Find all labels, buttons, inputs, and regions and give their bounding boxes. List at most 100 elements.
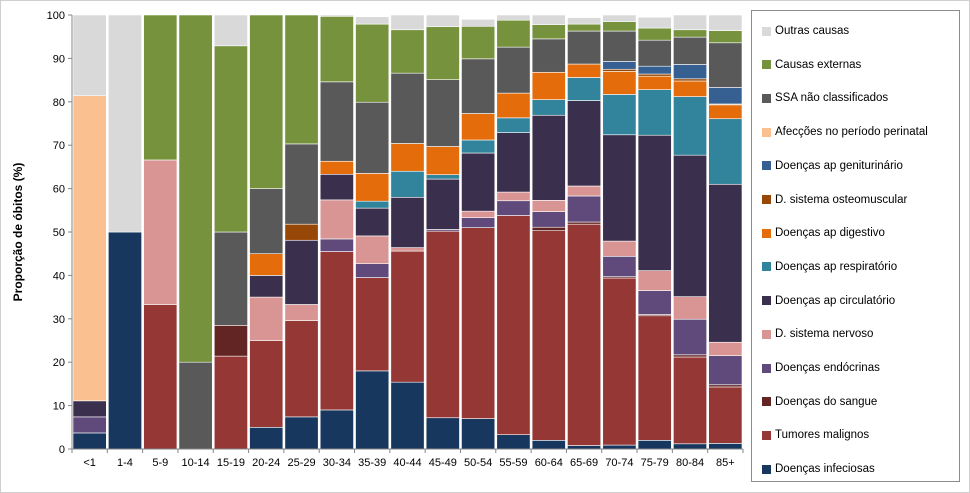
bar-segment (602, 61, 637, 70)
bar-segment (213, 231, 248, 326)
bar-segment (637, 75, 672, 90)
bar-segment (673, 296, 707, 320)
bar-segment (319, 199, 354, 240)
bar-segment (708, 42, 743, 88)
bar-segment (531, 211, 566, 228)
legend-swatch (762, 161, 771, 171)
x-tick-label: 5-9 (152, 457, 168, 469)
x-tick-label: 25-29 (287, 457, 315, 469)
x-tick-label: 15-19 (217, 457, 245, 469)
bar-segment (355, 16, 390, 25)
bar-stack-11 (425, 14, 460, 450)
bar-segment (319, 81, 354, 162)
legend-label: D. sistema nervoso (775, 328, 874, 341)
y-tick-label: 10 (53, 401, 65, 413)
bar-stack-19 (708, 14, 743, 450)
bar-segment (602, 30, 637, 62)
bar-segment (496, 434, 531, 450)
bar-segment (72, 400, 107, 418)
bar-stack-18 (673, 14, 707, 450)
bar-segment (425, 178, 460, 230)
bar-segment (319, 238, 354, 252)
legend-item: Causas externas (762, 57, 861, 73)
bar-segment (249, 275, 284, 298)
bar-segment (673, 356, 707, 445)
y-tick-label: 90 (53, 53, 65, 65)
y-tick-label: 20 (53, 357, 65, 369)
bar-segment (708, 14, 743, 31)
bar-segment (390, 196, 425, 248)
bar-segment (355, 101, 390, 174)
bar-stack-16 (602, 14, 637, 450)
bar-segment (249, 340, 284, 428)
legend-swatch (762, 228, 771, 238)
bar-segment (567, 185, 602, 197)
bar-segment (284, 239, 319, 305)
bar-segment (143, 14, 178, 161)
bar-stack-7 (284, 14, 319, 450)
y-tick-label: 70 (53, 140, 65, 152)
legend-swatch (762, 397, 771, 407)
legend-label: Doenças endócrinas (775, 362, 880, 374)
bar-segment (108, 231, 142, 450)
bar-segment (496, 117, 531, 133)
bar-segment (143, 304, 178, 450)
bar-segment (708, 443, 743, 450)
legend-swatch (762, 60, 771, 70)
bar-segment (531, 226, 566, 231)
legend-label: Doenças do sangue (775, 395, 878, 408)
legend-swatch (762, 93, 771, 103)
bar-segment (567, 30, 602, 65)
bar-segment (213, 14, 248, 47)
bar-segment (602, 255, 637, 277)
bar-segment (249, 296, 284, 341)
bar-segment (284, 14, 319, 145)
bar-segment (602, 277, 637, 446)
bar-segment (319, 15, 354, 83)
legend-swatch (762, 262, 771, 272)
legend-item: Afecções no período perinatal (762, 124, 928, 140)
bar-segment (531, 71, 566, 100)
x-tick-label: 85+ (716, 457, 735, 469)
legend-item: D. sistema osteomuscular (762, 192, 907, 208)
bar-segment (319, 173, 354, 201)
bar-segment (708, 104, 743, 120)
legend-swatch (762, 296, 771, 306)
bar-segment (602, 240, 637, 257)
x-tick-label: 80-84 (676, 457, 704, 469)
y-tick-label: 40 (53, 270, 65, 282)
bar-segment (72, 432, 107, 450)
legend-label: Doenças ap digestivo (775, 227, 885, 240)
bar-segment (390, 250, 425, 383)
bar-segment (496, 191, 531, 202)
x-tick-label: 45-49 (429, 457, 457, 469)
bar-segment (284, 143, 319, 225)
bar-segment (496, 132, 531, 193)
legend-label: Doenças ap geniturinário (775, 159, 903, 172)
bar-segment (390, 247, 425, 252)
legend-label: Tumores malignos (775, 429, 870, 442)
legend-swatch (762, 127, 771, 137)
bar-segment (72, 14, 107, 97)
bar-segment (708, 341, 743, 356)
x-tick-label: 55-59 (499, 457, 527, 469)
legend-item: Doenças ap digestivo (762, 225, 885, 241)
bar-segment (284, 416, 319, 450)
bar-stack-15 (567, 17, 602, 450)
bar-segment (496, 200, 531, 216)
x-tick-label: 1-4 (117, 457, 133, 469)
bar-segment (355, 277, 390, 372)
bar-stack-1 (72, 14, 107, 450)
legend-item: Doenças ap geniturinário (762, 158, 903, 174)
x-tick-label: 70-74 (605, 457, 633, 469)
bar-stack-8 (319, 14, 354, 450)
legend-label: Afecções no período perinatal (775, 126, 928, 139)
legend-item: D. sistema nervoso (762, 326, 873, 342)
bar-segment (708, 118, 743, 185)
x-tick-label: 35-39 (358, 457, 386, 469)
bar-segment (531, 114, 566, 201)
x-tick-label: 60-64 (535, 457, 563, 469)
legend-swatch (762, 195, 771, 204)
bar-segment (461, 113, 496, 141)
bar-segment (567, 63, 602, 78)
